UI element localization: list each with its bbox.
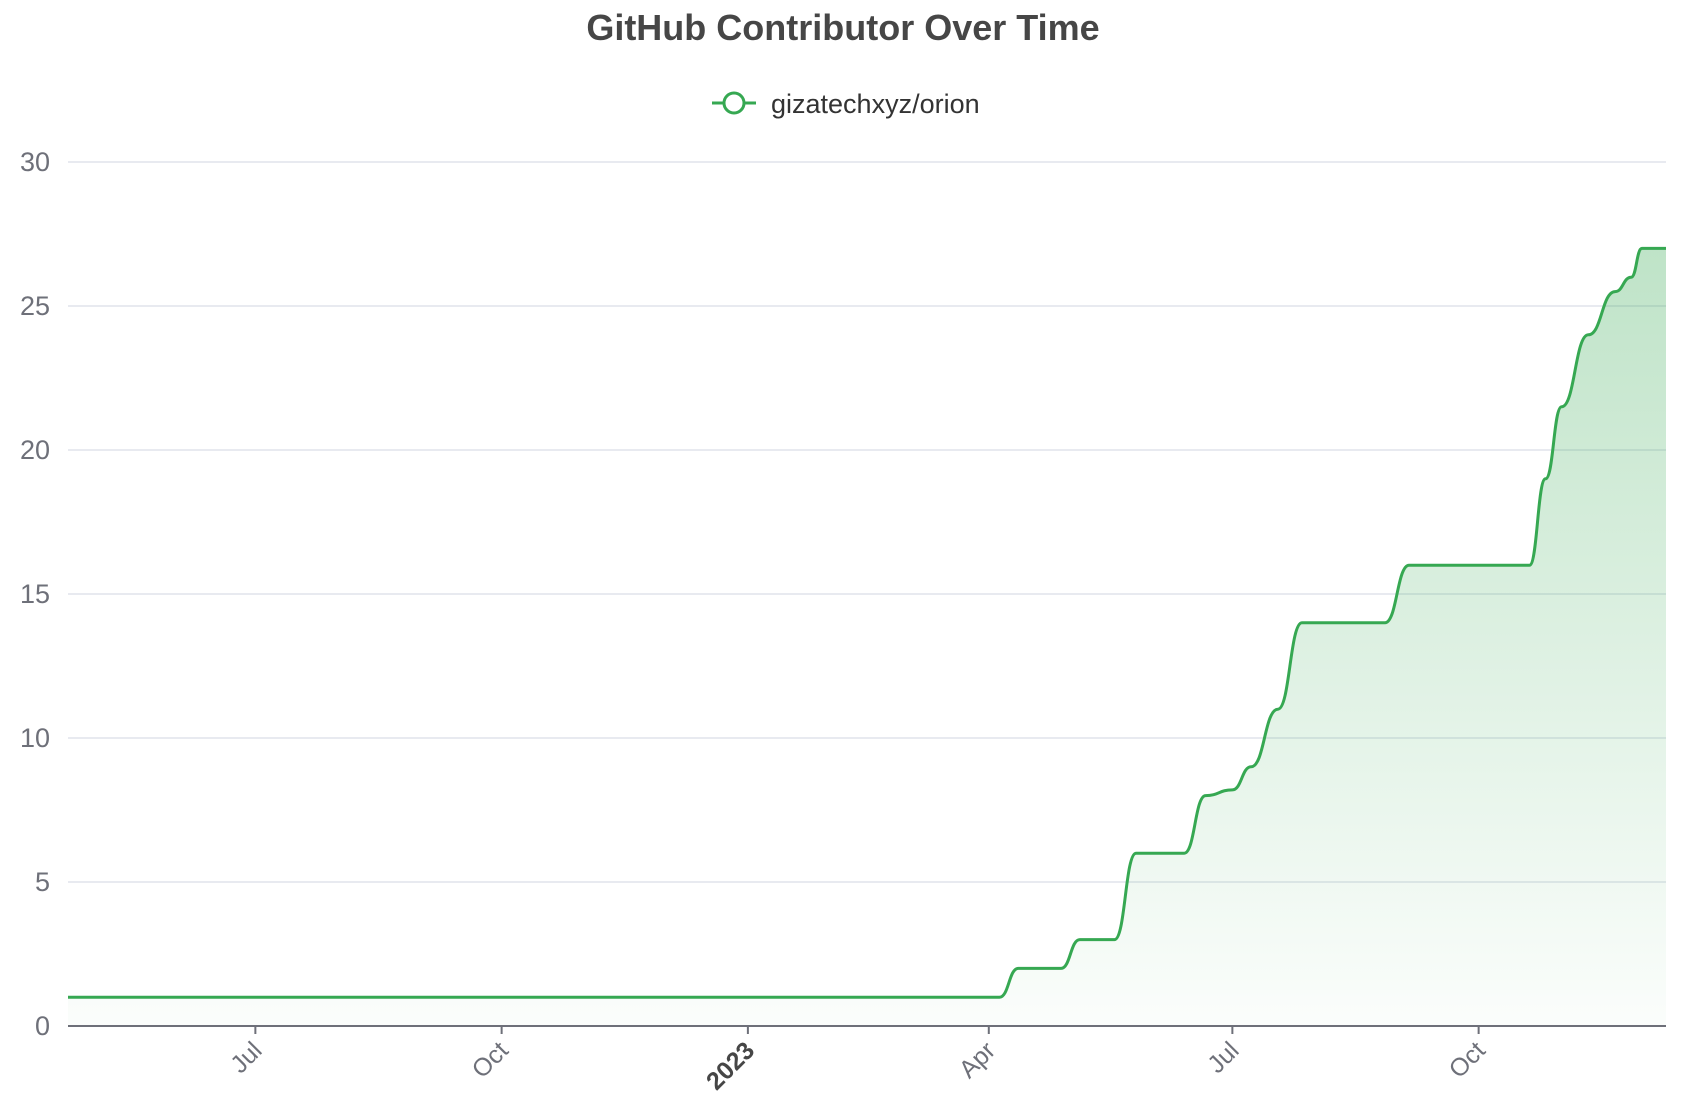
x-axis: [68, 1025, 1666, 1034]
legend-marker-icon: [722, 91, 746, 115]
chart-title: GitHub Contributor Over Time: [586, 7, 1099, 48]
series-line[interactable]: [68, 246, 1666, 999]
plot-area: [68, 246, 1666, 1026]
y-tick-label: 15: [20, 579, 50, 609]
x-tick-label: Apr: [954, 1036, 1001, 1083]
x-tick-label: Oct: [467, 1036, 514, 1083]
x-tick-label: Jul: [1202, 1036, 1244, 1078]
series-area-fill: [68, 248, 1666, 1026]
y-tick-label: 30: [20, 147, 50, 177]
y-tick-label: 25: [20, 291, 50, 321]
y-tick-label: 5: [35, 867, 50, 897]
legend-label: gizatechxyz/orion: [771, 89, 980, 119]
x-tick-label: 2023: [701, 1036, 760, 1095]
x-axis-ticks: Jul Oct 2023 Apr Jul Oct: [225, 1036, 1491, 1095]
x-tick-label: Oct: [1444, 1036, 1491, 1083]
y-tick-label: 20: [20, 435, 50, 465]
legend[interactable]: gizatechxyz/orion: [712, 89, 980, 119]
y-tick-label: 0: [35, 1011, 50, 1041]
grid-lines: [68, 161, 1666, 883]
y-tick-label: 10: [20, 723, 50, 753]
y-axis-ticks: 0 5 10 15 20 25 30: [20, 147, 50, 1041]
x-tick-label: Jul: [225, 1036, 267, 1078]
